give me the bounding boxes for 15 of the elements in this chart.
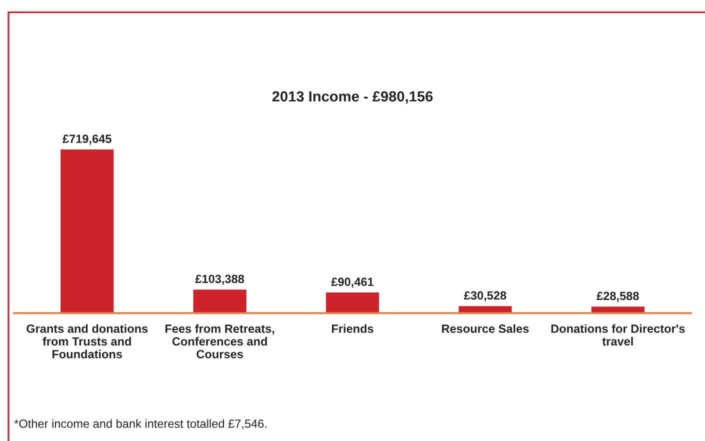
- bar: [193, 290, 246, 314]
- chart-title: 2013 Income - £980,156: [272, 91, 433, 104]
- x-tick-label: Friends: [332, 324, 374, 333]
- data-label: £90,461: [331, 278, 374, 288]
- x-tick-label: Grants and donations from Trusts and Foundations: [26, 324, 148, 358]
- x-tick-label: Resource Sales: [442, 324, 529, 333]
- bar: [60, 150, 114, 314]
- x-tick-label: Fees from Retreats, Conferences and Courses: [165, 324, 274, 358]
- bar: [326, 292, 380, 314]
- data-label: £28,588: [596, 292, 639, 302]
- data-label: £30,528: [464, 291, 506, 302]
- data-label: £103,388: [195, 274, 244, 285]
- x-tick-label: Donations for Director's travel: [551, 324, 685, 346]
- data-label: £719,645: [62, 134, 112, 145]
- text: *Other income and bank interest totalled £7,546.: [14, 419, 266, 430]
